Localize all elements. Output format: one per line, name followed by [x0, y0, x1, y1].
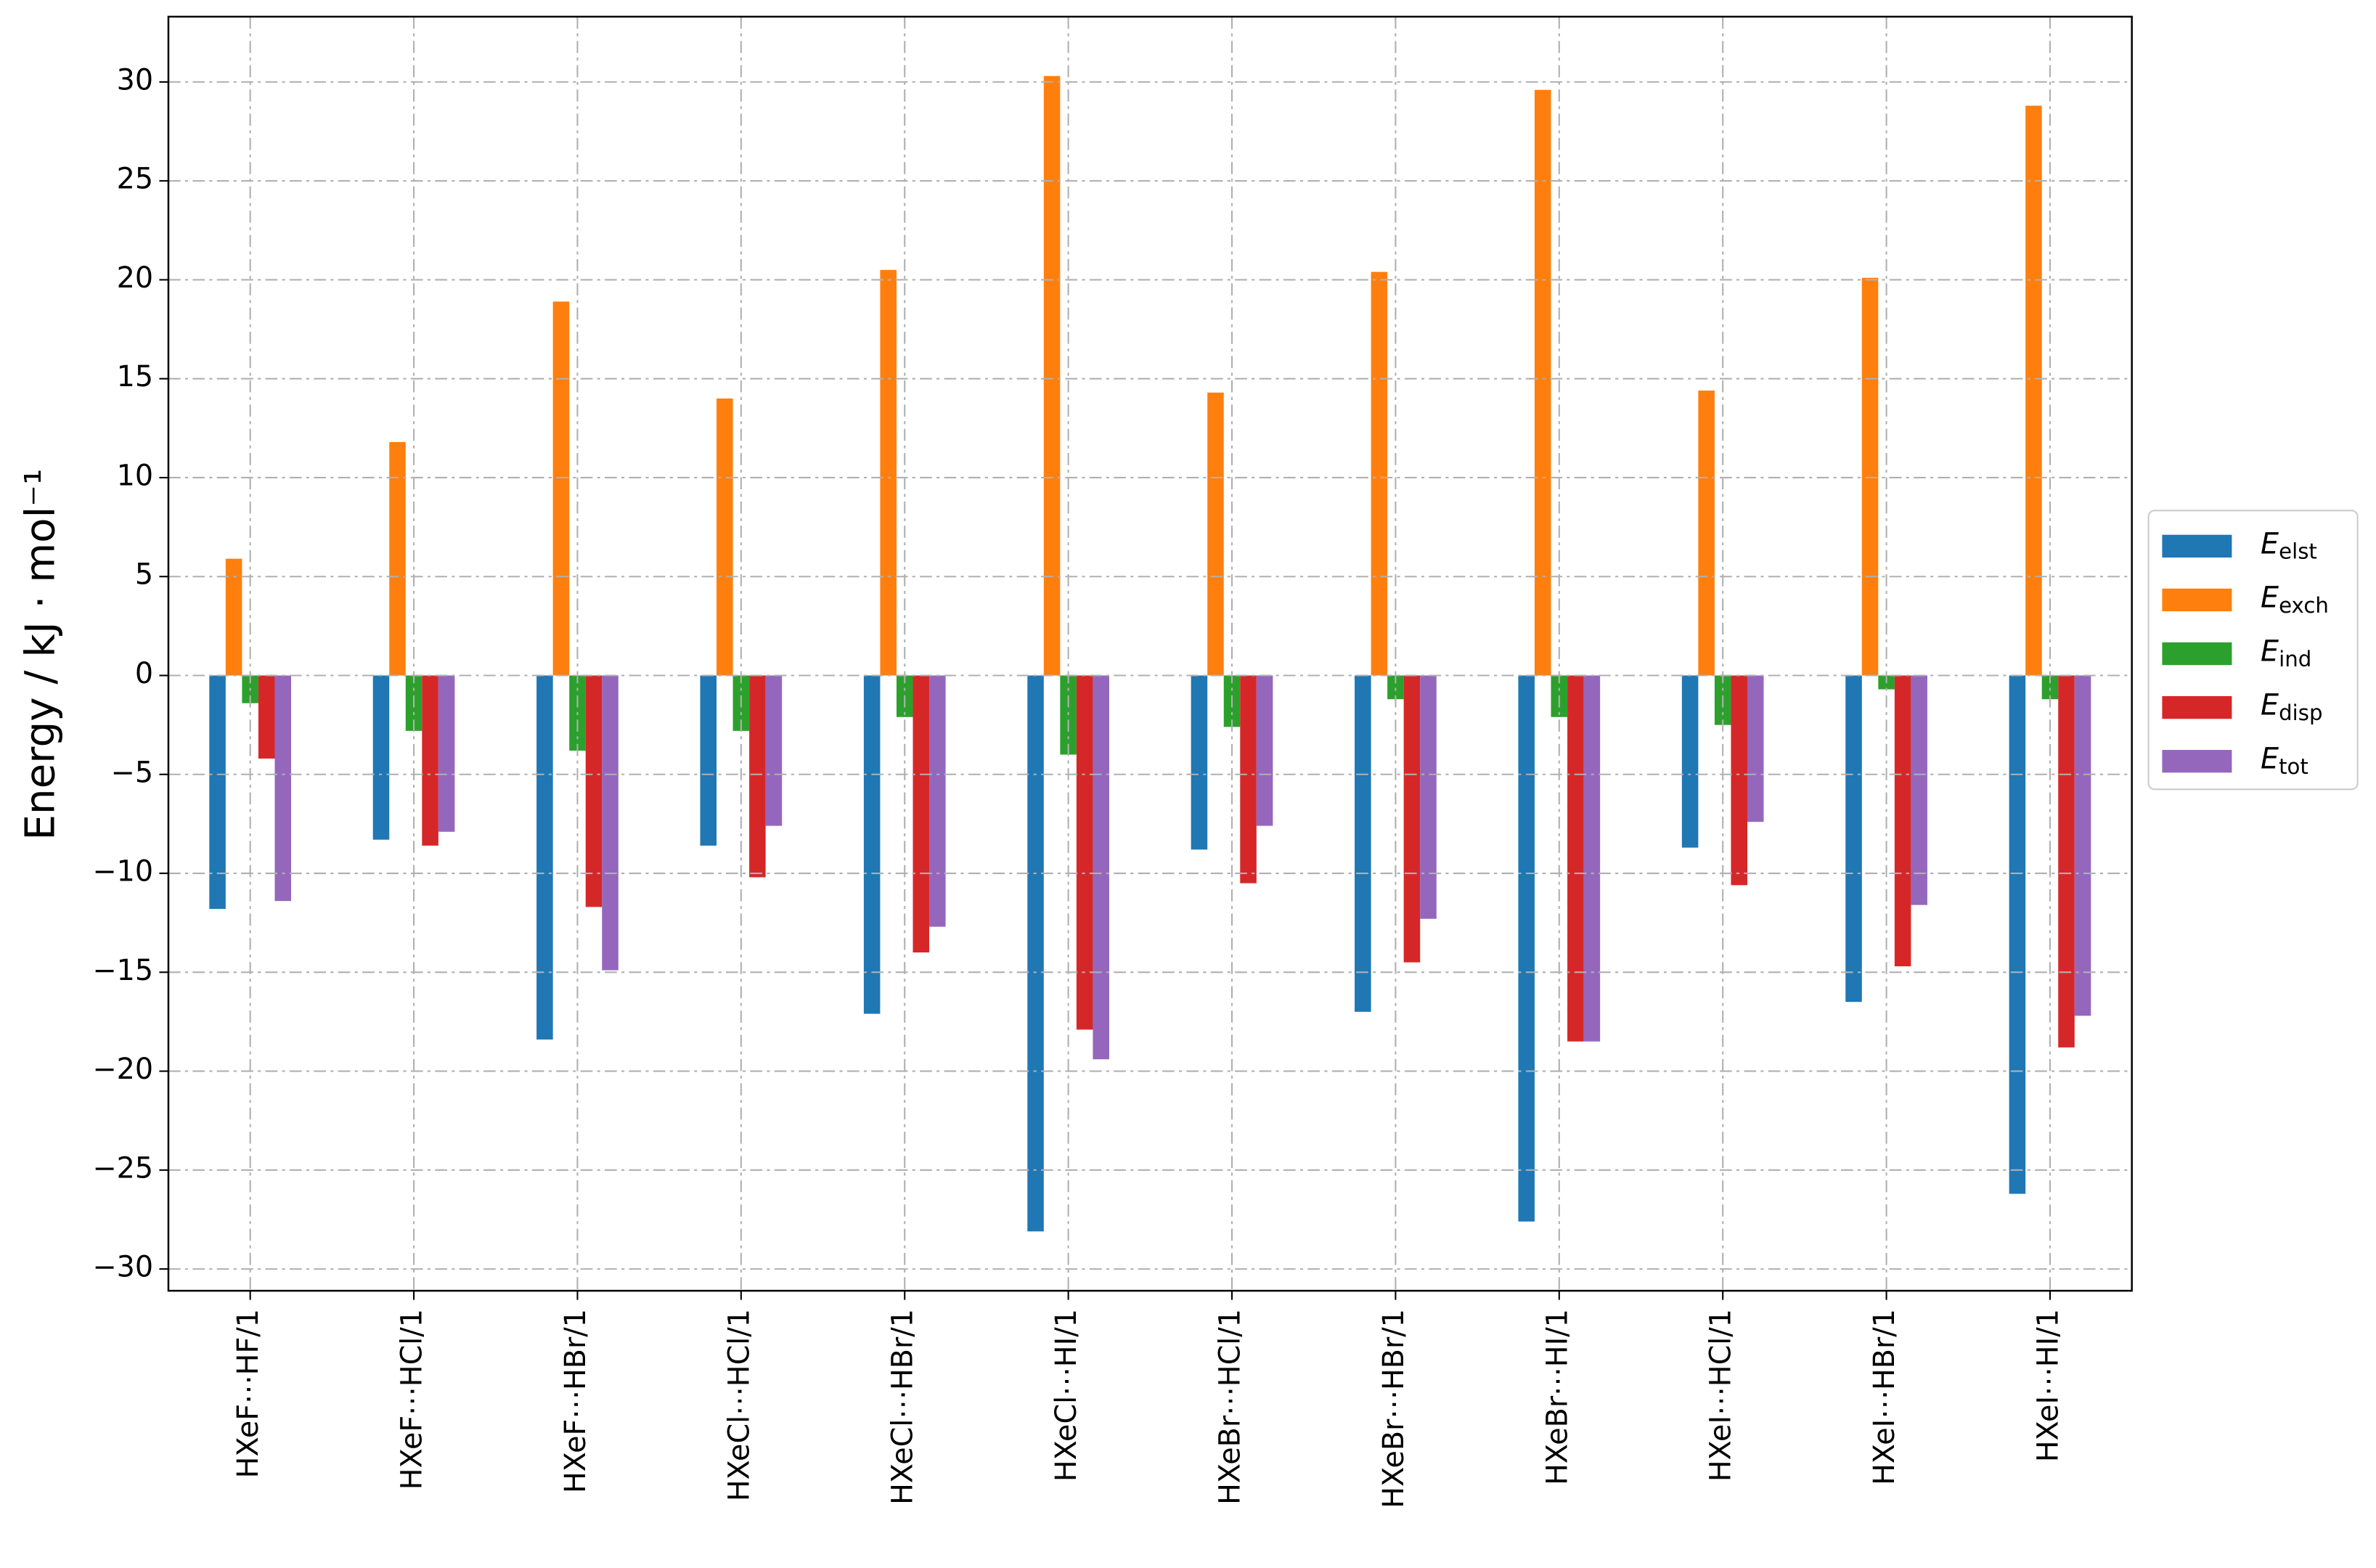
y-tick-label: 5 [135, 558, 153, 592]
bar [372, 675, 390, 840]
bar [1911, 675, 1927, 905]
bar [749, 675, 766, 878]
y-tick-label: 15 [117, 360, 153, 393]
x-tick-label: HXeCl⋯HI/1 [1050, 1309, 1083, 1482]
y-axis-label: Energy / kJ · mol⁻¹ [17, 468, 64, 840]
bar [1076, 675, 1093, 1030]
legend-swatch [2162, 695, 2232, 719]
bar [913, 675, 930, 953]
bar [225, 558, 242, 676]
bar [1681, 675, 1699, 848]
legend-swatch [2162, 534, 2232, 558]
bar [438, 675, 455, 832]
x-tick-label: HXeBr⋯HBr/1 [1377, 1309, 1411, 1508]
bar [1207, 392, 1224, 676]
x-tick-label: HXeI⋯HBr/1 [1868, 1309, 1901, 1485]
bar [1240, 675, 1257, 883]
bar [552, 301, 570, 676]
x-tick-label: HXeCl⋯HCl/1 [722, 1309, 756, 1501]
bar [258, 675, 275, 759]
legend-label: Edisp [2261, 688, 2322, 725]
y-tick-label: 30 [117, 63, 153, 97]
legend-label: Eelst [2261, 527, 2317, 564]
y-tick-label: −30 [92, 1251, 153, 1284]
plot-frame [167, 15, 2133, 1292]
bar [274, 675, 292, 902]
legend-label: Etot [2261, 742, 2308, 779]
x-tick-label: HXeI⋯HCl/1 [1705, 1309, 1738, 1482]
bar [1731, 675, 1748, 886]
bar [1747, 675, 1764, 822]
bar [602, 675, 619, 971]
bar [1567, 675, 1584, 1042]
y-tick-label: −10 [92, 855, 153, 889]
bar [1861, 277, 1879, 676]
bar [1583, 675, 1601, 1042]
bar [209, 675, 226, 910]
x-tick-label: HXeF⋯HF/1 [232, 1309, 265, 1478]
legend-label: Eind [2261, 634, 2311, 671]
bar [422, 675, 438, 846]
bar [880, 269, 897, 676]
x-tick-label: HXeCl⋯HBr/1 [886, 1309, 920, 1505]
bar [1387, 675, 1404, 700]
bar [1420, 675, 1437, 919]
bar [929, 675, 946, 927]
legend-swatch [2162, 588, 2232, 612]
x-tick-label: HXeF⋯HBr/1 [559, 1309, 592, 1493]
bar [717, 398, 733, 676]
y-tick-label: −15 [92, 954, 153, 987]
y-tick-label: 20 [117, 261, 153, 295]
bar [1043, 75, 1061, 676]
bar [585, 675, 603, 907]
y-tick-label: 10 [117, 459, 153, 492]
bar [2025, 105, 2042, 676]
bar [1894, 675, 1911, 967]
bar [2009, 675, 2026, 1194]
bar [1355, 675, 1371, 1012]
bar [2041, 675, 2059, 700]
bar [1093, 675, 1109, 1060]
y-tick-label: 0 [135, 657, 153, 690]
y-tick-label: −20 [92, 1053, 153, 1086]
legend-swatch [2162, 642, 2232, 666]
bar [536, 675, 553, 1040]
legend-box [2147, 510, 2359, 791]
bar [1191, 675, 1208, 850]
bar [1845, 675, 1862, 1003]
bar [389, 441, 406, 676]
legend-swatch [2162, 750, 2232, 773]
x-tick-label: HXeF⋯HCl/1 [396, 1309, 429, 1490]
bar [700, 675, 717, 846]
y-tick-label: −25 [92, 1151, 153, 1185]
bar [1256, 675, 1273, 826]
x-tick-label: HXeBr⋯HCl/1 [1214, 1309, 1247, 1505]
bar [1371, 271, 1388, 676]
y-tick-label: 25 [117, 163, 153, 196]
bar [1698, 391, 1715, 676]
bar [1518, 675, 1535, 1222]
bar [1027, 675, 1044, 1232]
x-tick-label: HXeBr⋯HI/1 [1540, 1309, 1574, 1485]
legend-label: Eexch [2261, 581, 2329, 618]
bar [2058, 675, 2075, 1048]
y-tick-label: −5 [111, 756, 153, 789]
bar [1403, 675, 1421, 963]
x-tick-label: HXeI⋯HI/1 [2031, 1309, 2065, 1462]
bar [863, 675, 881, 1014]
bar [1534, 89, 1551, 676]
bar [765, 675, 783, 826]
bar [2074, 675, 2091, 1016]
